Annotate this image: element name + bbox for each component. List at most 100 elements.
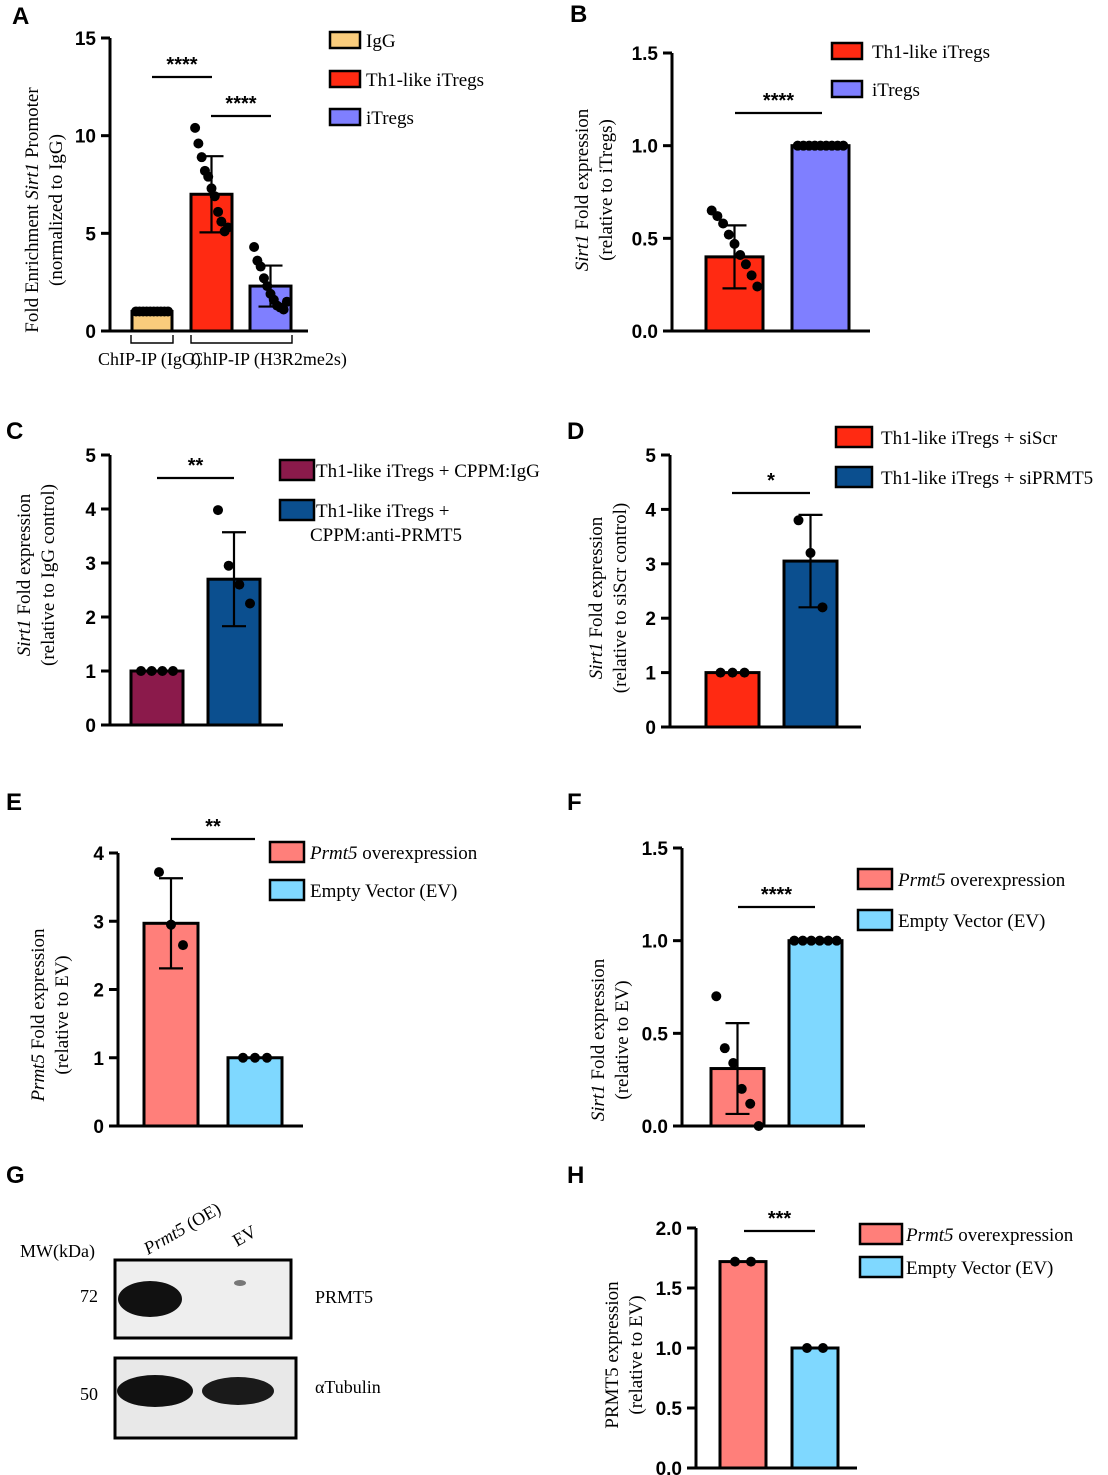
y-axis-label-part: Promoter	[22, 87, 43, 163]
y-tick-label: 0.0	[632, 322, 658, 343]
legend-label-part: overexpression	[946, 870, 1066, 891]
data-point	[222, 222, 233, 233]
legend-label: Empty Vector (EV)	[906, 1258, 1053, 1279]
band	[234, 1280, 246, 1286]
legend-label: Th1-like iTregs + siScr	[881, 428, 1058, 449]
y-tick-label: 1	[93, 1049, 104, 1070]
y-tick-label: 4	[93, 844, 104, 865]
data-point	[753, 1121, 764, 1131]
y-axis-label-part: Sirt1	[588, 1084, 609, 1121]
mw-label: 50	[80, 1384, 98, 1404]
lane-label-ev: EV	[229, 1221, 260, 1250]
legend-label-part: overexpression	[954, 1225, 1074, 1246]
y-tick-label: 0.5	[656, 1399, 683, 1420]
chart-A: A 0 5 10 15 Fold Enrichment Sirt1 Promoter(no…	[12, 3, 484, 370]
data-point	[823, 935, 834, 946]
y-axis-label-secondary: (relative to IgG control)	[38, 484, 59, 666]
legend-swatch	[328, 30, 362, 50]
y-tick-label: 5	[85, 224, 96, 245]
y-tick-label: 4	[645, 500, 656, 521]
legend-label: CPPM:anti-PRMT5	[310, 525, 462, 546]
y-axis-label-secondary: (relative to EV)	[612, 980, 633, 1099]
chart-E: E 0 1 2 3 4 Prmt5 Fold expression (relative to …	[6, 789, 478, 1138]
data-point	[223, 560, 234, 571]
y-tick-label: 1.5	[656, 1279, 683, 1300]
y-tick-label: 4	[85, 500, 96, 521]
significance-label: **	[205, 816, 221, 838]
bar	[142, 921, 200, 1128]
legend-label-part: Empty Vector (EV)	[906, 1258, 1053, 1279]
data-point	[728, 1057, 739, 1068]
data-point	[806, 935, 817, 946]
y-axis-label-part: Fold expression	[572, 108, 593, 234]
data-point	[802, 1343, 812, 1353]
data-point	[250, 1052, 260, 1063]
legend-swatch	[830, 79, 864, 99]
band	[118, 1281, 182, 1317]
legend-label-part: Prmt5	[309, 843, 358, 864]
data-point	[216, 216, 227, 227]
y-tick-label: 0	[85, 716, 96, 737]
bar	[704, 671, 761, 729]
legend-swatch	[278, 458, 316, 482]
panel-label: E	[6, 789, 22, 816]
y-tick-label: 0	[93, 1117, 104, 1138]
legend-label: Empty Vector (EV)	[310, 881, 457, 902]
legend-label: iTregs	[872, 80, 920, 101]
legend-label: Th1-like iTregs	[872, 42, 990, 63]
y-axis-label-part: Sirt1	[572, 234, 593, 271]
significance-label: **	[188, 455, 204, 477]
legend-swatch	[328, 107, 362, 127]
data-point	[735, 250, 746, 261]
legend-swatch	[268, 840, 306, 864]
y-axis-label: Sirt1 Fold expression	[586, 516, 607, 679]
data-point	[715, 667, 726, 678]
y-tick-label: 1.5	[632, 44, 659, 65]
data-point	[262, 1052, 272, 1063]
significance-label: ****	[763, 90, 794, 112]
y-tick-label: 0.0	[656, 1459, 682, 1475]
data-point	[206, 183, 217, 194]
legend-swatch	[830, 41, 864, 61]
panel-label: F	[567, 789, 582, 816]
legend-swatch	[834, 465, 874, 489]
legend-swatch	[856, 908, 894, 932]
significance-label: ***	[768, 1208, 792, 1230]
protein-label: PRMT5	[315, 1287, 373, 1307]
data-point	[168, 666, 178, 676]
legend-label-part: Empty Vector (EV)	[898, 911, 1045, 932]
data-point	[736, 1083, 747, 1094]
y-axis-label-secondary: (relative to EV)	[52, 955, 73, 1074]
chart-F: F 0.0 0.5 1.0 1.5 Sirt1 Fold expression (relat…	[567, 789, 1066, 1138]
significance-label: *	[767, 470, 775, 492]
legend-swatch	[858, 1255, 904, 1279]
western-blot: G MW(kDa) Prmt5 (OE) EV 72 PRMT5 50 αTubulin	[6, 1162, 381, 1440]
data-point	[157, 666, 168, 676]
data-point	[249, 242, 260, 253]
legend-swatch	[834, 425, 874, 449]
y-tick-label: 1.0	[632, 137, 658, 158]
panel-label: D	[567, 418, 584, 445]
data-point	[789, 935, 800, 946]
data-point	[213, 206, 224, 217]
chart-H: H 0.0 0.5 1.0 1.5 2.0 PRMT5 expression (relativ…	[567, 1162, 1074, 1475]
data-point	[255, 261, 266, 272]
y-axis-label-secondary: (relative to iTregs)	[596, 119, 617, 261]
group-bracket	[190, 335, 293, 344]
significance-label: ****	[761, 884, 792, 906]
bar	[787, 939, 844, 1128]
data-point	[245, 598, 255, 609]
data-point	[730, 1256, 740, 1267]
bar	[718, 1260, 768, 1470]
data-point	[817, 602, 828, 613]
legend-swatch	[268, 878, 306, 902]
significance-label: ****	[225, 93, 256, 115]
data-point	[154, 867, 164, 878]
group-bracket	[130, 335, 174, 344]
panel-label: A	[12, 3, 29, 30]
y-tick-label: 0.0	[642, 1117, 668, 1138]
data-point	[805, 547, 816, 558]
data-point	[727, 667, 738, 678]
y-tick-label: 1	[85, 662, 96, 683]
y-tick-label: 1.5	[642, 839, 669, 860]
